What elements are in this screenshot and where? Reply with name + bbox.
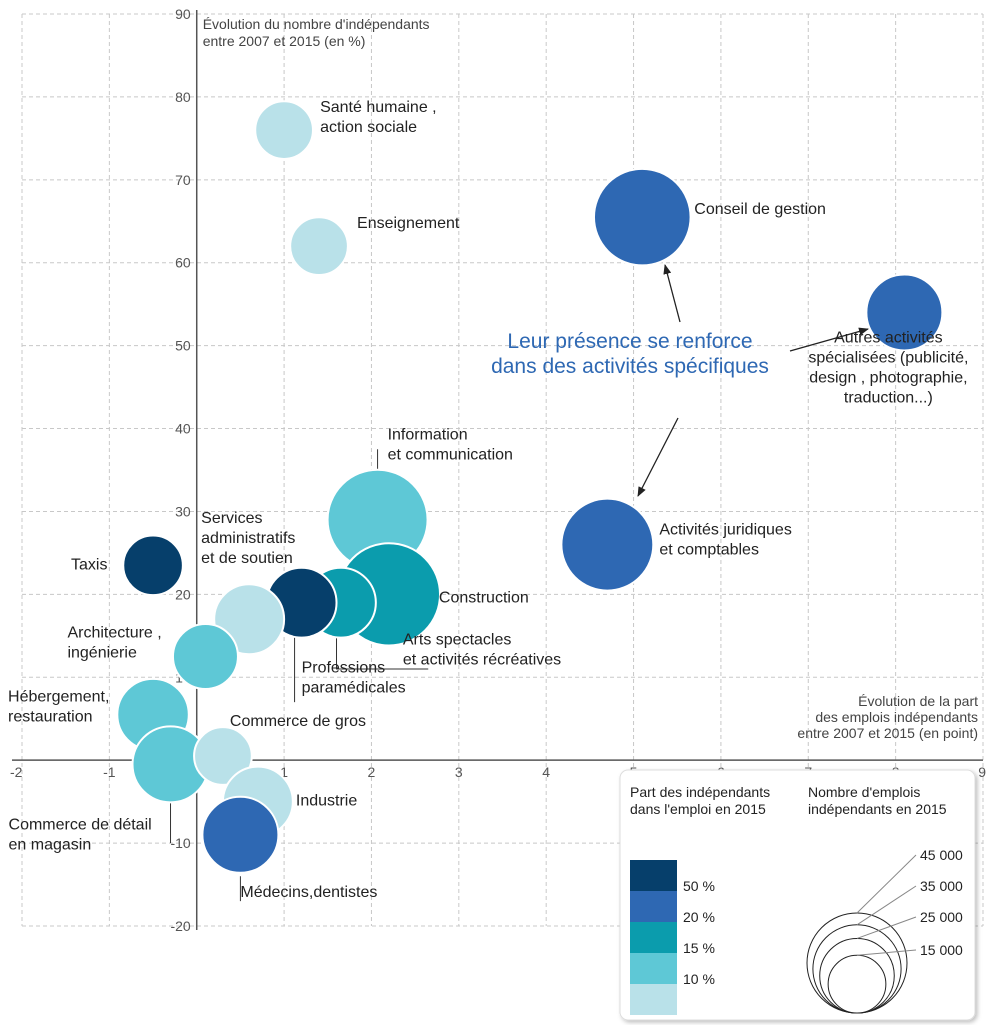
label-taxis: Taxis bbox=[71, 556, 107, 573]
bubble-architecture-ingenierie bbox=[171, 623, 239, 691]
legend: Part des indépendants dans l'emploi en 20… bbox=[619, 769, 976, 1021]
legend-size-label: 25 000 bbox=[920, 909, 963, 925]
legend-size-leader bbox=[856, 854, 917, 914]
x-tick-label: 1 bbox=[280, 764, 288, 780]
x-tick-label: -1 bbox=[103, 764, 116, 780]
y-axis-title: Évolution du nombre d'indépendants entre … bbox=[203, 16, 430, 49]
bubble-commerce-de-gros bbox=[193, 726, 253, 786]
legend-swatch-label: 50 % bbox=[683, 878, 715, 894]
y-tick-label: 20 bbox=[175, 586, 191, 602]
legend-swatch bbox=[630, 860, 677, 891]
bubble-activites-juridiques-et-comptables bbox=[560, 497, 655, 592]
label-information-et-communication: Information et communication bbox=[388, 427, 513, 464]
legend-size-circle bbox=[827, 954, 887, 1014]
x-tick-label: 3 bbox=[455, 764, 463, 780]
label-activites-juridiques-et-comptables: Activités juridiques et comptables bbox=[659, 522, 792, 559]
label-enseignement: Enseignement bbox=[357, 215, 460, 232]
label-sante-humaine-action-sociale: Santé humaine , action sociale bbox=[320, 99, 437, 136]
legend-size-label: 35 000 bbox=[920, 878, 963, 894]
x-tick-label: -2 bbox=[10, 764, 23, 780]
y-tick-label: 70 bbox=[175, 172, 191, 188]
leader-arts-spectacles-et-activites-recreatives bbox=[336, 631, 429, 670]
x-tick-label: 2 bbox=[368, 764, 376, 780]
legend-swatch bbox=[630, 891, 677, 922]
bubble-autres-activites-specialisees-publicite- bbox=[865, 273, 944, 352]
y-tick-label: 30 bbox=[175, 503, 191, 519]
callout-arrow bbox=[789, 327, 869, 352]
legend-swatch bbox=[630, 984, 677, 1015]
legend-size-label: 15 000 bbox=[920, 942, 963, 958]
y-tick-label: 90 bbox=[175, 6, 191, 22]
legend-swatch bbox=[630, 953, 677, 984]
y-tick-label: 80 bbox=[175, 89, 191, 105]
x-tick-label: 4 bbox=[542, 764, 550, 780]
label-professions-paramedicales: Professions paramédicales bbox=[302, 660, 406, 697]
label-hebergement-restauration: Hébergement, restauration bbox=[8, 689, 109, 726]
label-commerce-de-gros: Commerce de gros bbox=[230, 713, 366, 730]
x-tick-label: 9 bbox=[978, 764, 986, 780]
legend-size-leader bbox=[856, 885, 917, 926]
legend-size-label: 45 000 bbox=[920, 847, 963, 863]
label-industrie: Industrie bbox=[296, 793, 357, 810]
label-construction: Construction bbox=[439, 589, 529, 606]
legend-swatch-label: 15 % bbox=[683, 940, 715, 956]
label-commerce-de-detail-en-magasin: Commerce de détail en magasin bbox=[9, 816, 152, 853]
callout-arrow bbox=[637, 417, 679, 497]
callout-arrow bbox=[663, 264, 681, 323]
legend-size-leader bbox=[856, 949, 917, 956]
bubble-conseil-de-gestion bbox=[592, 167, 692, 267]
y-tick-label: -20 bbox=[170, 918, 190, 934]
legend-swatch-label: 20 % bbox=[683, 909, 715, 925]
bubble-medecins-dentistes bbox=[201, 795, 280, 874]
y-tick-label: 60 bbox=[175, 255, 191, 271]
legend-size-title: Nombre d'emplois indépendants en 2015 bbox=[808, 784, 947, 817]
bubble-labels: Santé humaine , action sociale Enseignemen… bbox=[8, 99, 968, 901]
bubble-sante-humaine-action-sociale bbox=[254, 100, 314, 160]
y-tick-label: 50 bbox=[175, 338, 191, 354]
label-arts-spectacles-et-activites-recreatives: Arts spectacles et activités récréatives bbox=[403, 632, 561, 669]
bubble-enseignement bbox=[289, 216, 349, 277]
legend-swatch bbox=[630, 922, 677, 953]
bubble-taxis bbox=[122, 534, 184, 597]
legend-swatch-label: 10 % bbox=[683, 971, 715, 987]
label-medecins-dentistes: Médecins,dentistes bbox=[240, 884, 377, 901]
callout-text: Leur présence se renforce dans des activi… bbox=[491, 330, 769, 378]
legend-size-leader bbox=[856, 916, 917, 939]
legend-color-title: Part des indépendants dans l'emploi en 20… bbox=[630, 784, 770, 817]
label-architecture-ingenierie: Architecture , ingénierie bbox=[67, 625, 161, 662]
label-conseil-de-gestion: Conseil de gestion bbox=[694, 201, 826, 218]
y-tick-label: 40 bbox=[175, 421, 191, 437]
label-autres-activites-specialisees-publicite-: Autres activités spécialisées (publicité,… bbox=[808, 329, 968, 406]
bubbles bbox=[116, 100, 944, 874]
callout: Leur présence se renforce dans des activi… bbox=[491, 264, 869, 497]
y-tick-label: -10 bbox=[170, 835, 190, 851]
x-axis-title: Évolution de la part des emplois indépend… bbox=[797, 693, 978, 741]
label-services-administratifs-et-de-soutien: Services administratifs et de soutien bbox=[201, 510, 295, 567]
